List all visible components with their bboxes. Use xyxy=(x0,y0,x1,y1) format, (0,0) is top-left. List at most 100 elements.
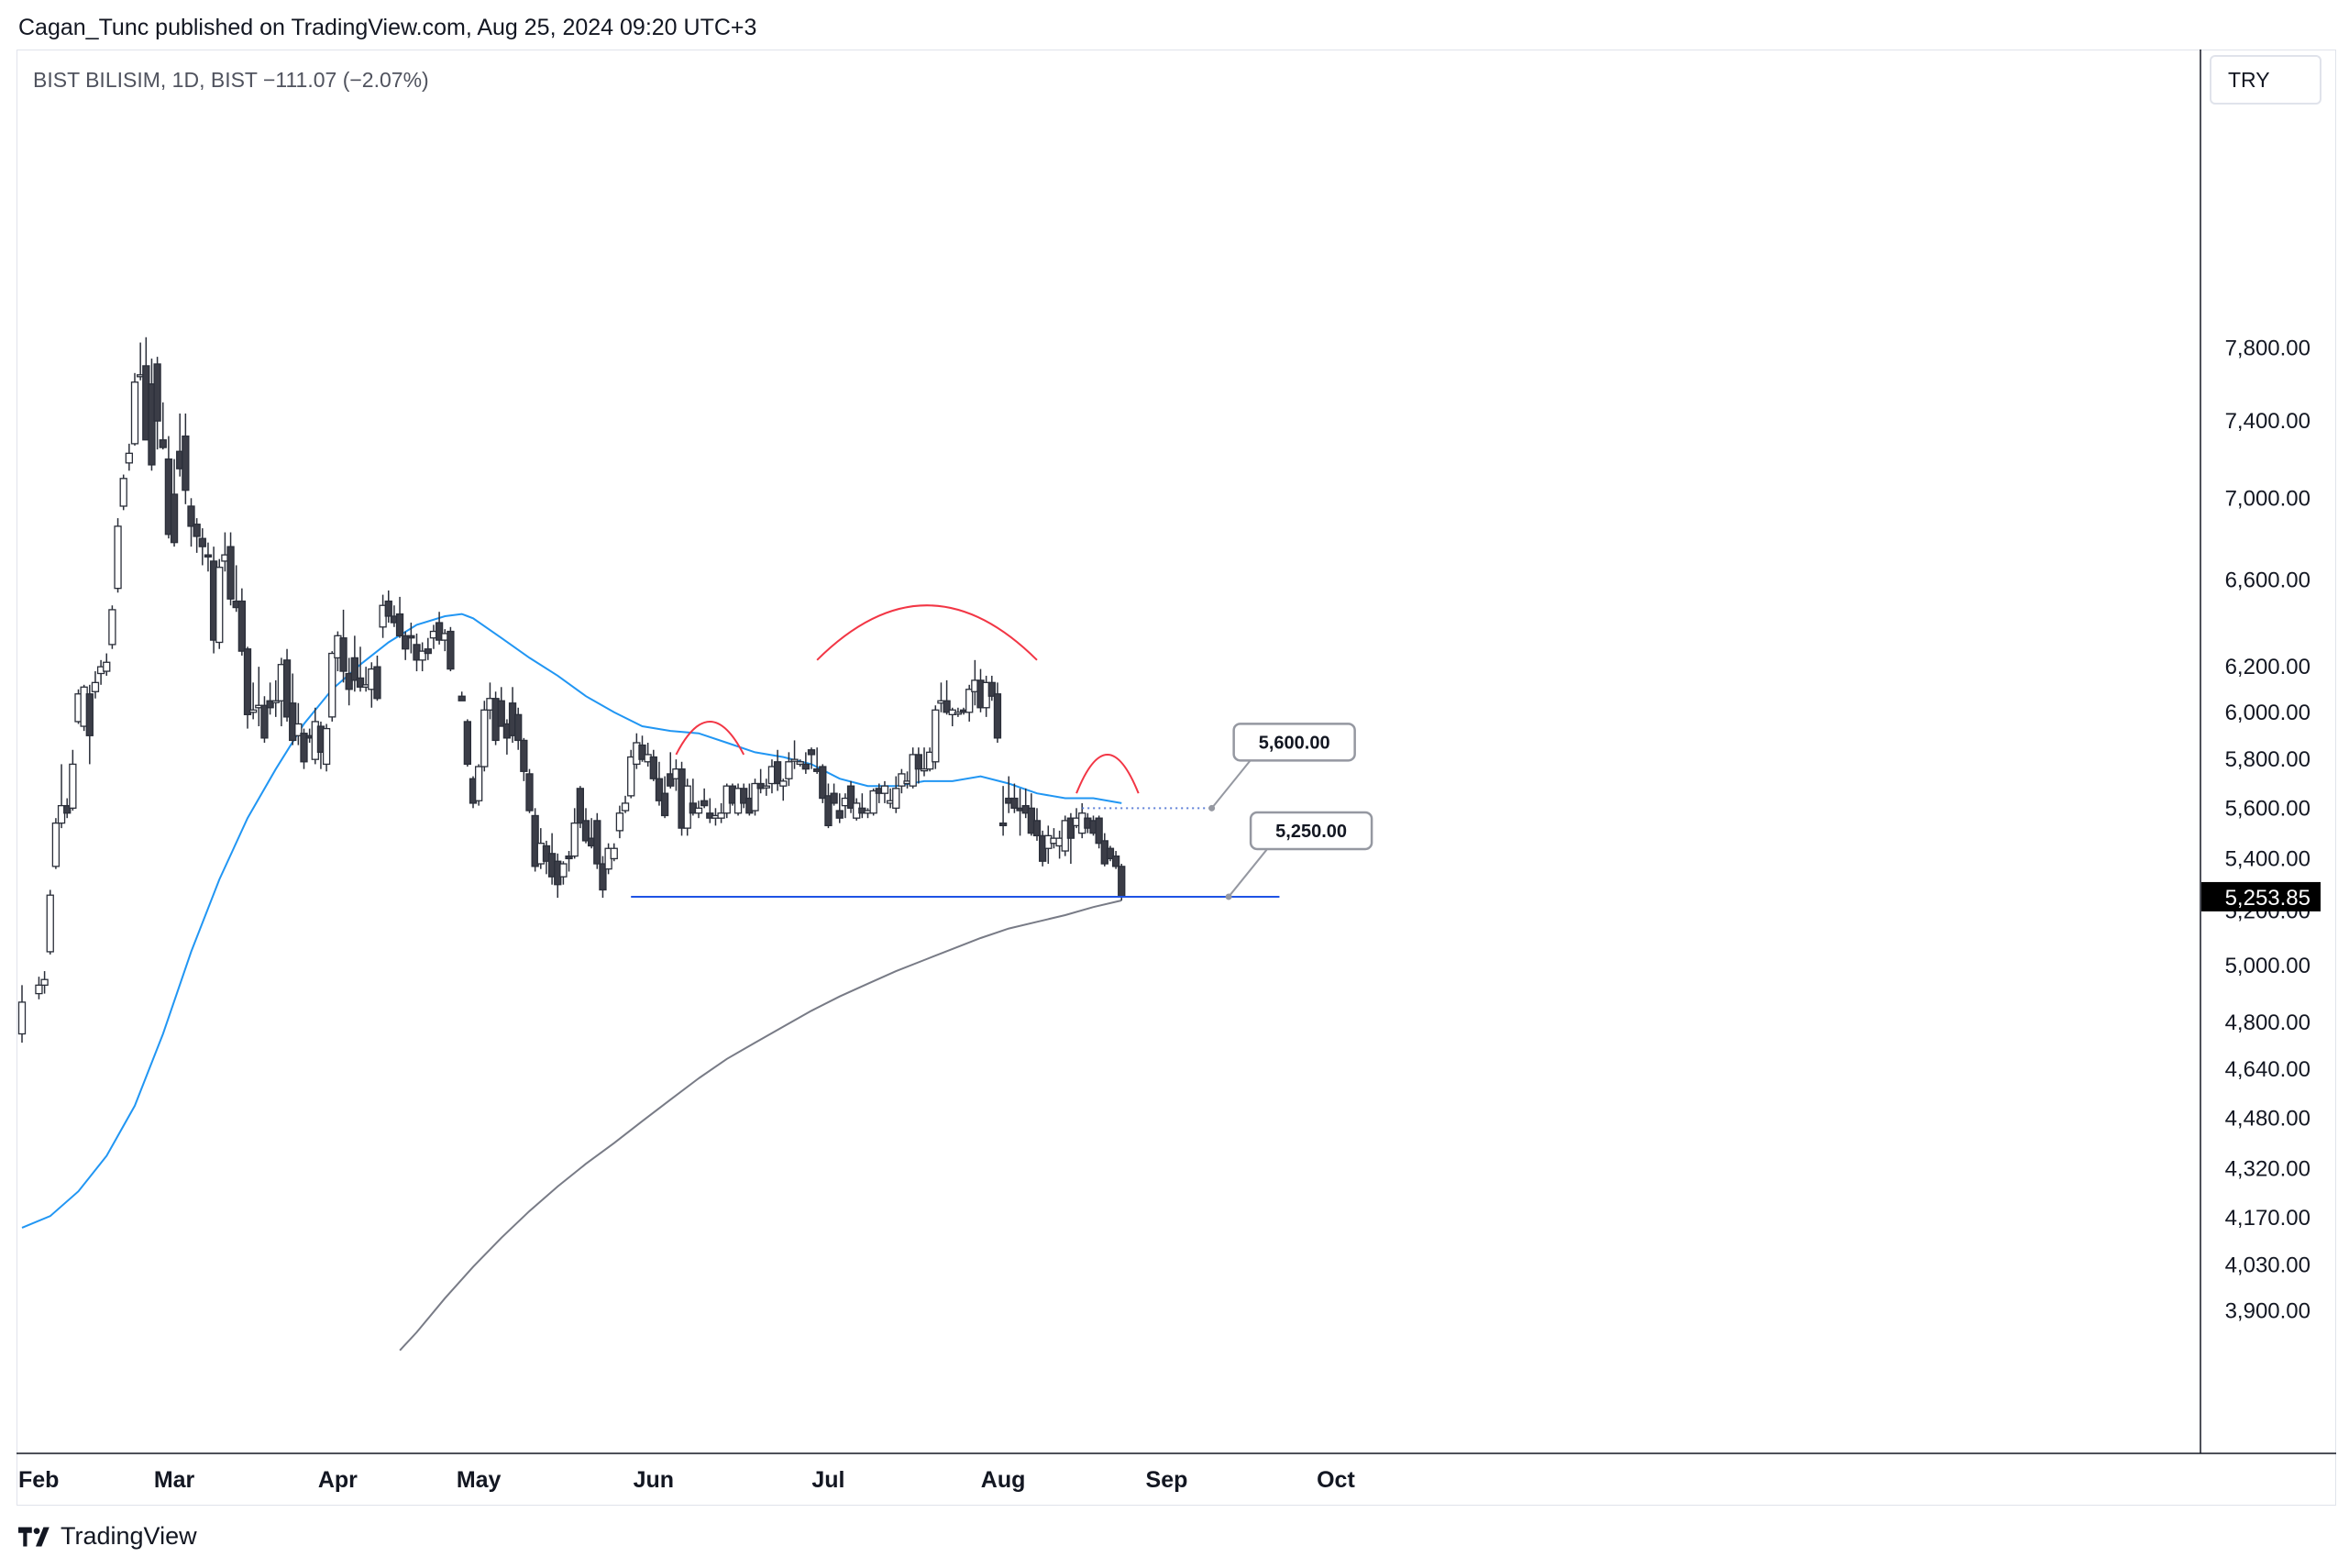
candle-body-down xyxy=(260,704,269,739)
arc-annotation-3[interactable] xyxy=(1075,753,1140,794)
candle-body-up xyxy=(869,790,877,814)
time-tick-label: Sep xyxy=(1146,1467,1188,1493)
candle-body-up xyxy=(717,812,725,819)
ma-slow-series xyxy=(399,900,1122,1352)
candle xyxy=(740,783,748,809)
candle-body-down xyxy=(700,800,709,807)
candle xyxy=(943,679,951,715)
candle-body-up xyxy=(920,768,929,772)
candle xyxy=(954,707,963,717)
candle-body-down xyxy=(226,546,235,600)
candle xyxy=(1032,808,1042,841)
candle-body-down xyxy=(773,761,782,785)
candle xyxy=(248,682,258,720)
callout-label: 5,250.00 xyxy=(1275,822,1347,842)
candle-body-up xyxy=(954,712,963,715)
candle-body-up xyxy=(119,478,127,507)
candle-body-down xyxy=(170,493,179,544)
candle xyxy=(435,612,444,645)
candle-body-down xyxy=(531,814,539,867)
price-tick-label: 6,200.00 xyxy=(2225,655,2310,679)
candle-body-down xyxy=(282,659,292,718)
candle xyxy=(880,780,889,803)
candle-body-up xyxy=(898,773,906,787)
callout-label: 5,600.00 xyxy=(1259,733,1330,753)
price-tick-label: 4,800.00 xyxy=(2225,1010,2310,1035)
candle-body-up xyxy=(103,661,111,672)
candle xyxy=(531,808,539,872)
candle-body-down xyxy=(1106,847,1115,860)
candle-body-down xyxy=(339,637,347,672)
candle xyxy=(1111,851,1120,869)
candle xyxy=(824,783,833,829)
callout-pointer xyxy=(1210,759,1252,809)
candle-body-down xyxy=(514,713,523,742)
candle-body-down xyxy=(1010,797,1019,809)
symbol-legend[interactable]: BIST BILISIM, 1D, BIST −111.07 (−2.07%) xyxy=(33,68,429,92)
candle xyxy=(807,747,816,769)
price-callout-2[interactable]: 5,250.00 xyxy=(1225,811,1373,900)
candle-body-down xyxy=(435,622,444,641)
candle xyxy=(660,776,669,819)
candle-body-down xyxy=(266,700,274,709)
candle xyxy=(17,985,27,1043)
candle xyxy=(779,778,788,801)
candle xyxy=(215,558,224,649)
candle xyxy=(830,783,838,806)
arc-annotation-2[interactable] xyxy=(816,604,1038,661)
candle xyxy=(1095,815,1103,849)
candle-body-up xyxy=(751,782,759,812)
currency-selector[interactable]: TRY xyxy=(2210,55,2321,105)
candle-body-down xyxy=(525,773,534,812)
price-callout-1[interactable]: 5,600.00 xyxy=(1208,723,1356,812)
candle xyxy=(328,651,336,722)
callout-box xyxy=(1232,723,1356,762)
candle xyxy=(520,737,528,781)
candle-body-down xyxy=(1118,866,1126,898)
candle xyxy=(57,764,66,829)
candle xyxy=(119,474,127,511)
time-tick-label: Jul xyxy=(811,1467,844,1493)
candle-body-up xyxy=(559,863,568,878)
candle-body-down xyxy=(63,804,72,814)
arc-annotation-1[interactable] xyxy=(675,720,745,756)
candle xyxy=(796,759,804,767)
candle xyxy=(373,655,381,701)
last-price-bg xyxy=(2201,881,2321,911)
candle xyxy=(1106,845,1115,862)
candle xyxy=(182,413,190,504)
callout-anchor xyxy=(1225,893,1232,900)
candle xyxy=(103,653,111,676)
candle xyxy=(694,801,703,819)
candle-body-down xyxy=(520,739,528,772)
candle-body-down xyxy=(660,792,669,817)
candle xyxy=(993,682,1002,743)
candle-body-up xyxy=(785,761,793,779)
candle xyxy=(226,532,235,606)
candle xyxy=(395,596,404,638)
price-tick-label: 4,170.00 xyxy=(2225,1206,2310,1231)
tradingview-brand[interactable]: TradingView xyxy=(18,1522,197,1551)
price-tick-label: 4,640.00 xyxy=(2225,1057,2310,1082)
candle-body-down xyxy=(649,756,657,779)
candle xyxy=(1066,812,1075,865)
candle xyxy=(125,443,134,471)
candle xyxy=(1118,864,1126,900)
candle xyxy=(835,793,844,823)
candle xyxy=(130,372,139,446)
candle xyxy=(350,635,359,692)
candle xyxy=(402,631,410,660)
candle-body-down xyxy=(424,648,432,655)
candle-body-up xyxy=(114,525,122,590)
candle-body-down xyxy=(807,749,816,756)
candle-body-down xyxy=(998,822,1008,827)
candle-body-up xyxy=(621,802,630,812)
candlestick-chart[interactable]: 5,600.00 5,250.00 3,900.00 4,030.00 4,170.0… xyxy=(0,0,2349,1504)
callout-pointer xyxy=(1228,848,1268,898)
candle xyxy=(424,637,432,660)
candle-body-down xyxy=(148,383,156,466)
candle-body-up xyxy=(610,847,618,860)
candle xyxy=(898,768,906,794)
candle-body-up xyxy=(91,681,100,692)
price-tick-label: 4,480.00 xyxy=(2225,1106,2310,1131)
